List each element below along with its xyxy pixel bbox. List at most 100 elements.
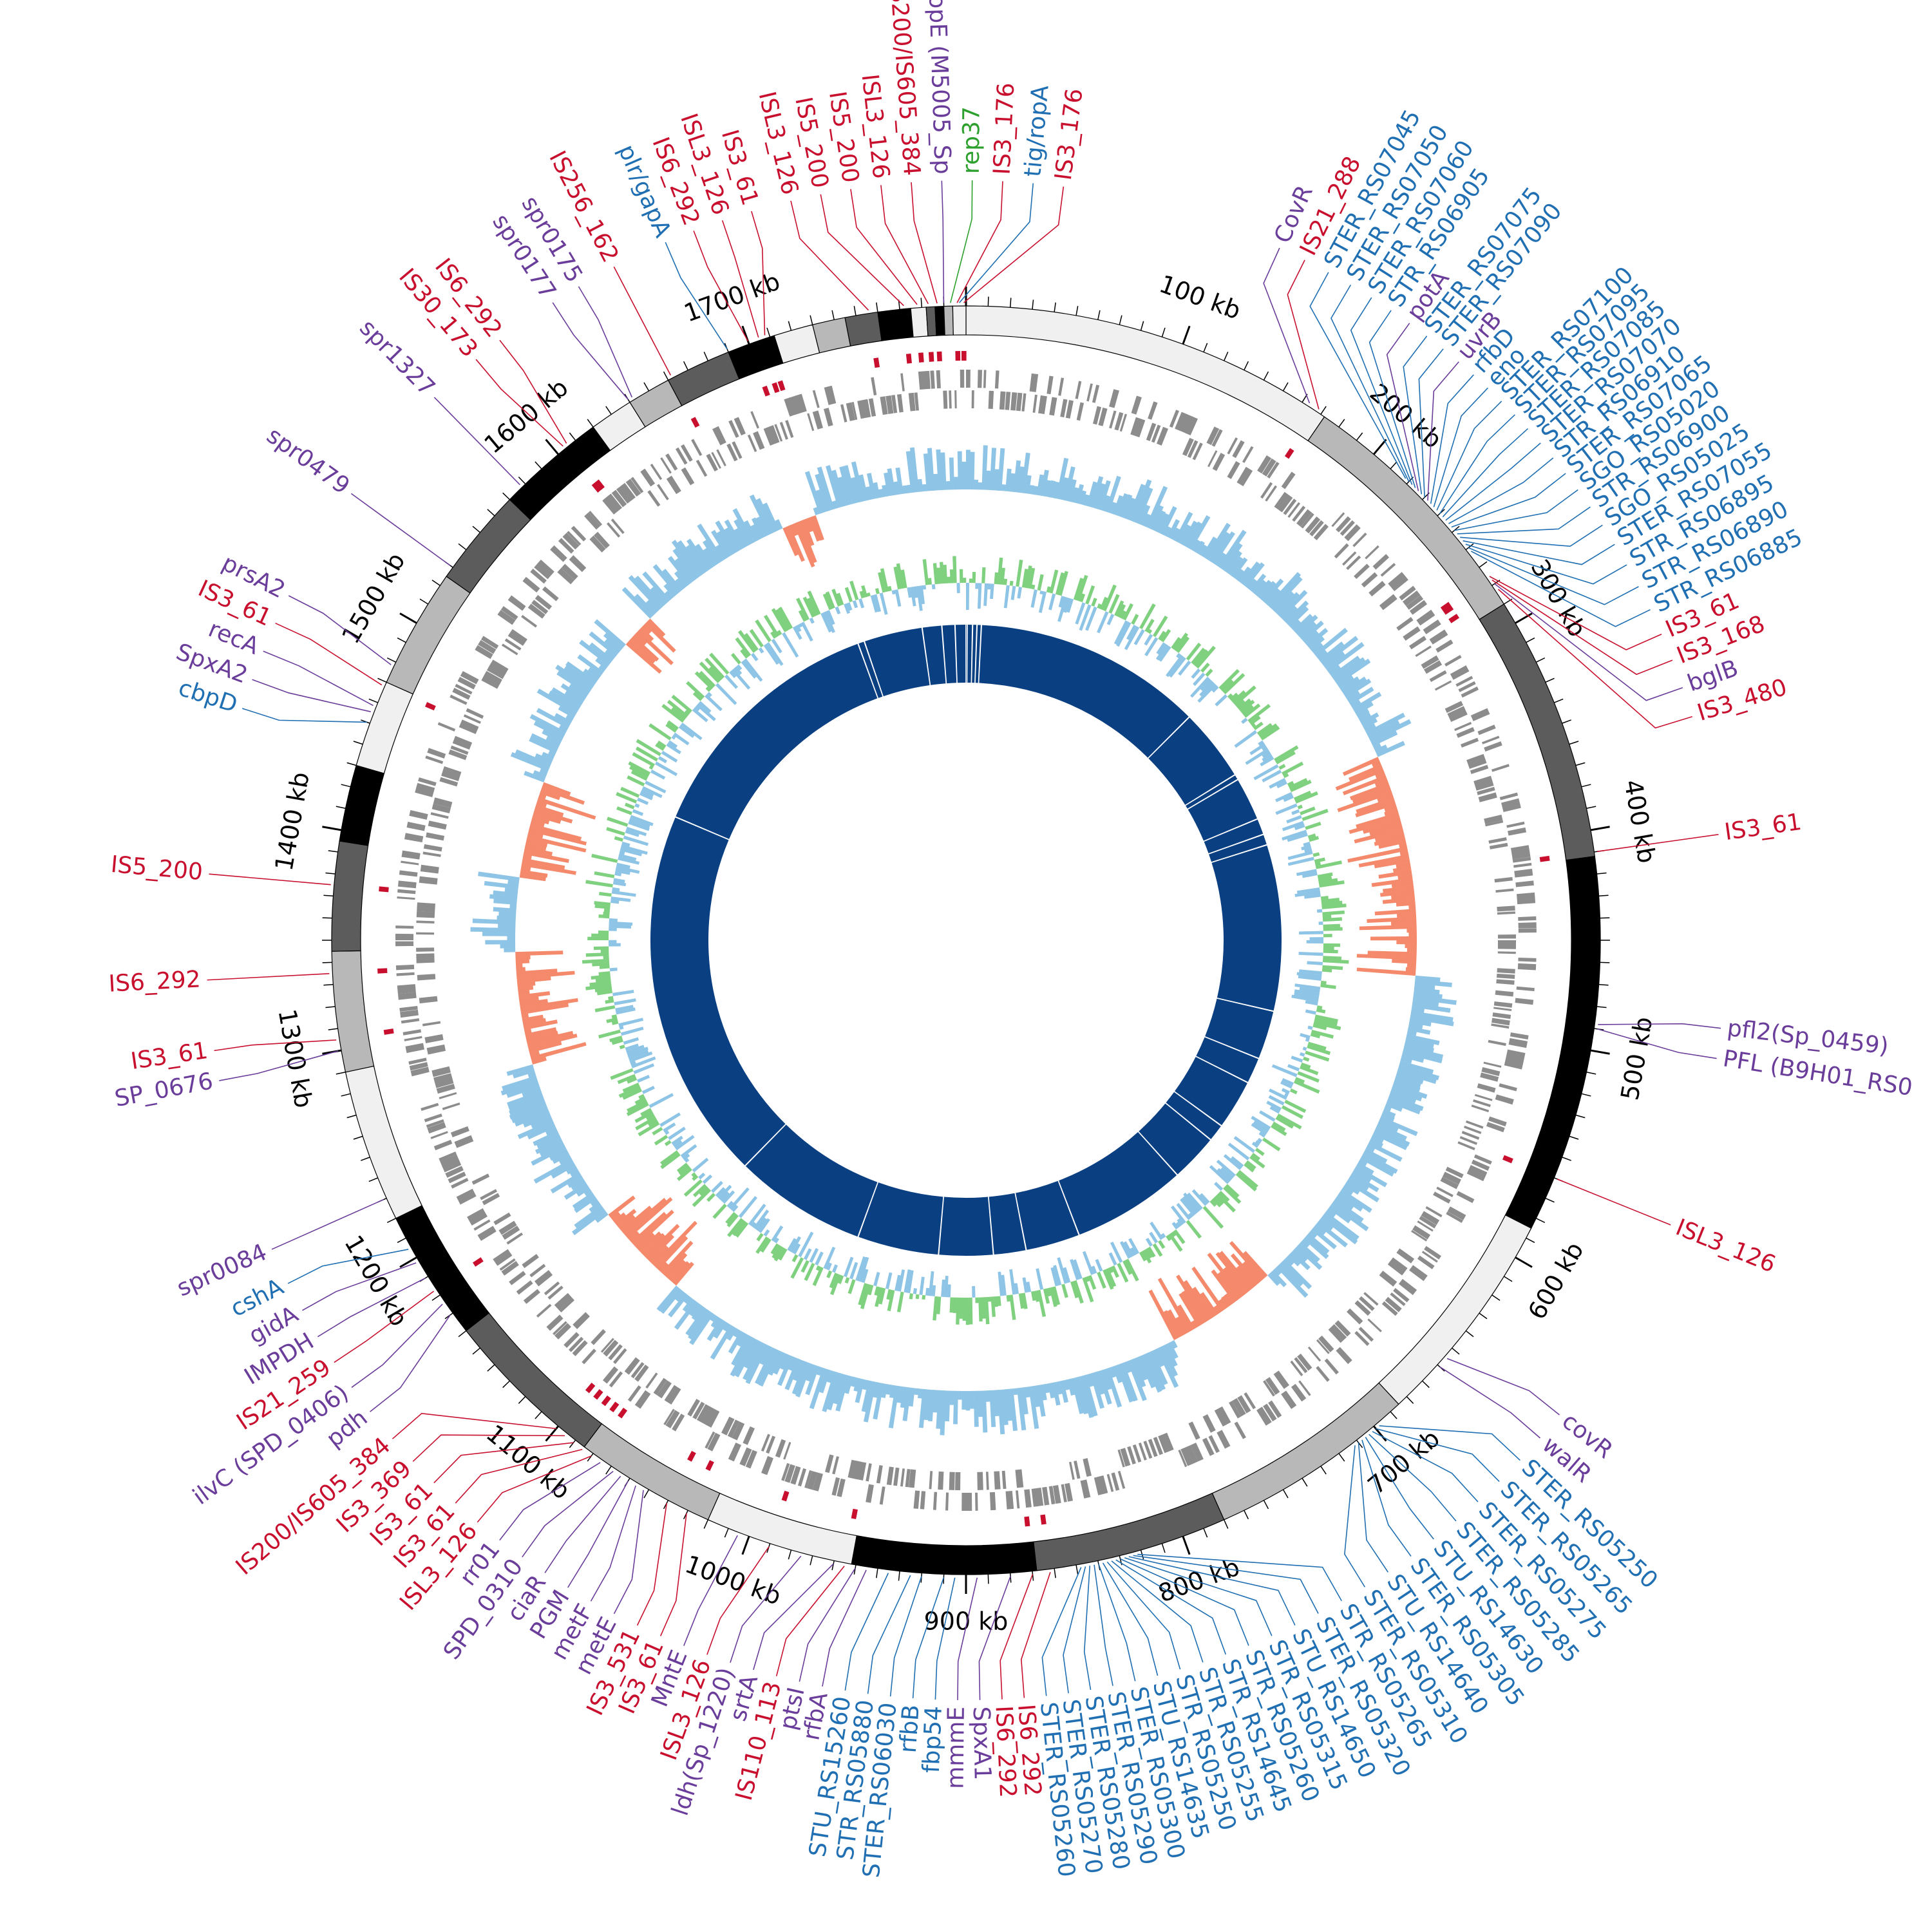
gc-bar — [723, 1322, 731, 1332]
is-mark — [591, 482, 602, 493]
skew-bar — [1307, 1041, 1327, 1050]
label-connector — [522, 1470, 614, 1558]
is-mark — [473, 1257, 484, 1267]
skew-bar — [683, 1179, 703, 1197]
gc-bar — [887, 468, 896, 496]
skew-bar — [670, 706, 687, 721]
skew-bar — [1171, 637, 1181, 650]
cds-feature — [1260, 482, 1273, 499]
gc-bar — [914, 1388, 919, 1396]
skew-bar — [633, 1063, 655, 1074]
skew-bar — [1193, 649, 1209, 667]
gc-bar — [1390, 1086, 1423, 1102]
skew-bar — [1187, 1192, 1203, 1210]
cds-feature — [1513, 862, 1532, 868]
skew-bar — [931, 1285, 936, 1296]
label-connector — [1418, 348, 1444, 498]
skew-bar — [807, 591, 821, 615]
label-connector — [263, 650, 374, 706]
skew-bar — [614, 836, 623, 842]
skew-bar — [826, 1270, 833, 1278]
minor-tick — [898, 1571, 900, 1581]
gene-label: IS3_176 — [1050, 87, 1088, 182]
contig-segment-27 — [877, 308, 914, 341]
cds-feature — [732, 1421, 745, 1441]
cds-feature — [404, 833, 424, 843]
cds-feature — [1514, 868, 1533, 878]
minor-tick — [605, 1466, 612, 1475]
skew-bar — [981, 567, 986, 583]
cds-feature — [1207, 450, 1218, 468]
cds-feature — [497, 609, 516, 625]
skew-bar — [972, 1285, 976, 1298]
contig-segment-15 — [339, 764, 385, 846]
gc-bar — [1374, 1127, 1410, 1147]
cds-feature — [851, 401, 858, 421]
major-tick — [1590, 1049, 1610, 1055]
cds-feature — [1402, 590, 1421, 607]
skew-bar — [725, 1211, 737, 1224]
gc-bar — [583, 1189, 592, 1197]
minor-tick — [353, 741, 363, 745]
gc-bar — [745, 1343, 769, 1385]
cds-feature — [909, 1469, 916, 1488]
skew-bar — [972, 572, 976, 583]
gc-bar — [533, 1130, 560, 1146]
skew-bar — [763, 614, 780, 638]
skew-bar — [1197, 683, 1217, 703]
skew-bar — [628, 1050, 649, 1060]
label-connector — [433, 1442, 574, 1484]
skew-bar — [1202, 1206, 1224, 1229]
minor-tick — [703, 352, 709, 361]
cds-feature — [1114, 412, 1124, 431]
gc-bar — [1414, 987, 1440, 994]
gc-bar — [1374, 779, 1388, 788]
skew-bar — [1255, 1148, 1265, 1156]
gc-bar — [647, 618, 666, 638]
skew-bar — [649, 1093, 674, 1108]
cds-feature — [415, 786, 434, 797]
skew-bar — [947, 576, 951, 583]
cds-feature — [422, 851, 441, 857]
cds-feature — [1510, 1032, 1529, 1040]
gc-bar — [634, 594, 656, 616]
skew-bar — [1195, 645, 1216, 669]
skew-bar — [1108, 1267, 1114, 1273]
gc-bar — [535, 1137, 563, 1155]
skew-bar — [1291, 994, 1319, 1003]
skew-bar — [1216, 1159, 1236, 1177]
gc-bar — [1403, 1045, 1444, 1059]
skew-bar — [1244, 1162, 1255, 1173]
cds-feature — [1433, 1191, 1451, 1204]
cds-feature — [607, 493, 622, 511]
cds-feature — [1257, 455, 1272, 474]
skew-bar — [1018, 1293, 1025, 1309]
gc-bar — [1341, 676, 1367, 695]
skew-bar — [612, 881, 627, 887]
gc-bar — [993, 469, 999, 491]
minor-tick — [1569, 1135, 1579, 1140]
blast-block-8 — [1204, 819, 1264, 854]
cds-feature — [1060, 399, 1068, 418]
label-connector — [1465, 544, 1627, 585]
gc-bar — [628, 638, 656, 664]
cds-feature — [761, 1455, 773, 1475]
cds-feature — [1411, 1229, 1428, 1242]
blast-block-25 — [865, 627, 930, 697]
minor-tick — [663, 1500, 669, 1510]
cds-feature — [1065, 400, 1074, 419]
skew-bar — [1231, 1156, 1244, 1168]
gc-skew-track — [582, 556, 1349, 1325]
skew-bar — [846, 602, 853, 611]
gc-bar — [529, 737, 558, 753]
gc-bar — [1177, 524, 1191, 544]
cds-feature — [1480, 1072, 1499, 1082]
cds-feature — [1109, 410, 1117, 429]
skew-bar — [1253, 764, 1279, 781]
cds-feature — [879, 1486, 886, 1505]
cds-feature — [401, 860, 419, 866]
gc-bar — [470, 927, 516, 933]
label-connector — [721, 220, 759, 338]
minor-tick — [683, 1510, 688, 1520]
skew-bar — [626, 1102, 649, 1117]
